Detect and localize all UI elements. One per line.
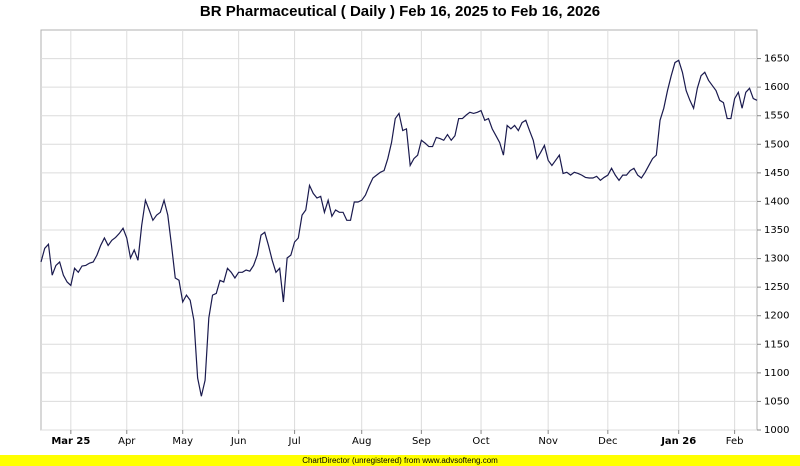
line [40, 59, 758, 397]
x-tick-label: Apr [118, 436, 136, 447]
grid [41, 30, 757, 431]
x-tick-label: Oct [472, 436, 489, 447]
y-tick-label: 1050 [764, 396, 789, 407]
marks [40, 59, 758, 397]
x-tick-label: Nov [538, 436, 558, 447]
chart-title: BR Pharmaceutical ( Daily ) Feb 16, 2025… [200, 3, 600, 20]
x-tick-label: Aug [352, 436, 372, 447]
y-tick-label: 1250 [764, 282, 789, 293]
footer-bar [0, 455, 800, 466]
x-tick-label: Mar 25 [51, 436, 90, 447]
y-tick-label: 1500 [764, 139, 789, 150]
y-tick-label: 1200 [764, 311, 789, 322]
y-tick-label: 1150 [764, 339, 789, 350]
y-tick-label: 1550 [764, 111, 789, 122]
y-tick-label: 1300 [764, 254, 789, 265]
x-tick-label: Jan 26 [660, 436, 696, 447]
y-tick-label: 1450 [764, 168, 789, 179]
y-tick-label: 1000 [764, 425, 789, 436]
x-tick-label: Feb [726, 436, 744, 447]
y-tick-label: 1400 [764, 196, 789, 207]
x-tick-label: May [172, 436, 193, 447]
x-tick-label: Jul [288, 436, 301, 447]
y-tick-label: 1650 [764, 54, 789, 65]
footer: ChartDirector (unregistered) from www.ad… [302, 456, 498, 465]
y-tick-label: 1100 [764, 368, 789, 379]
x-tick-label: Dec [598, 436, 617, 447]
y-tick-label: 1350 [764, 225, 789, 236]
x-tick-label: Jun [230, 436, 247, 447]
y-tick-label: 1600 [764, 82, 789, 93]
x-tick-label: Sep [412, 436, 431, 447]
